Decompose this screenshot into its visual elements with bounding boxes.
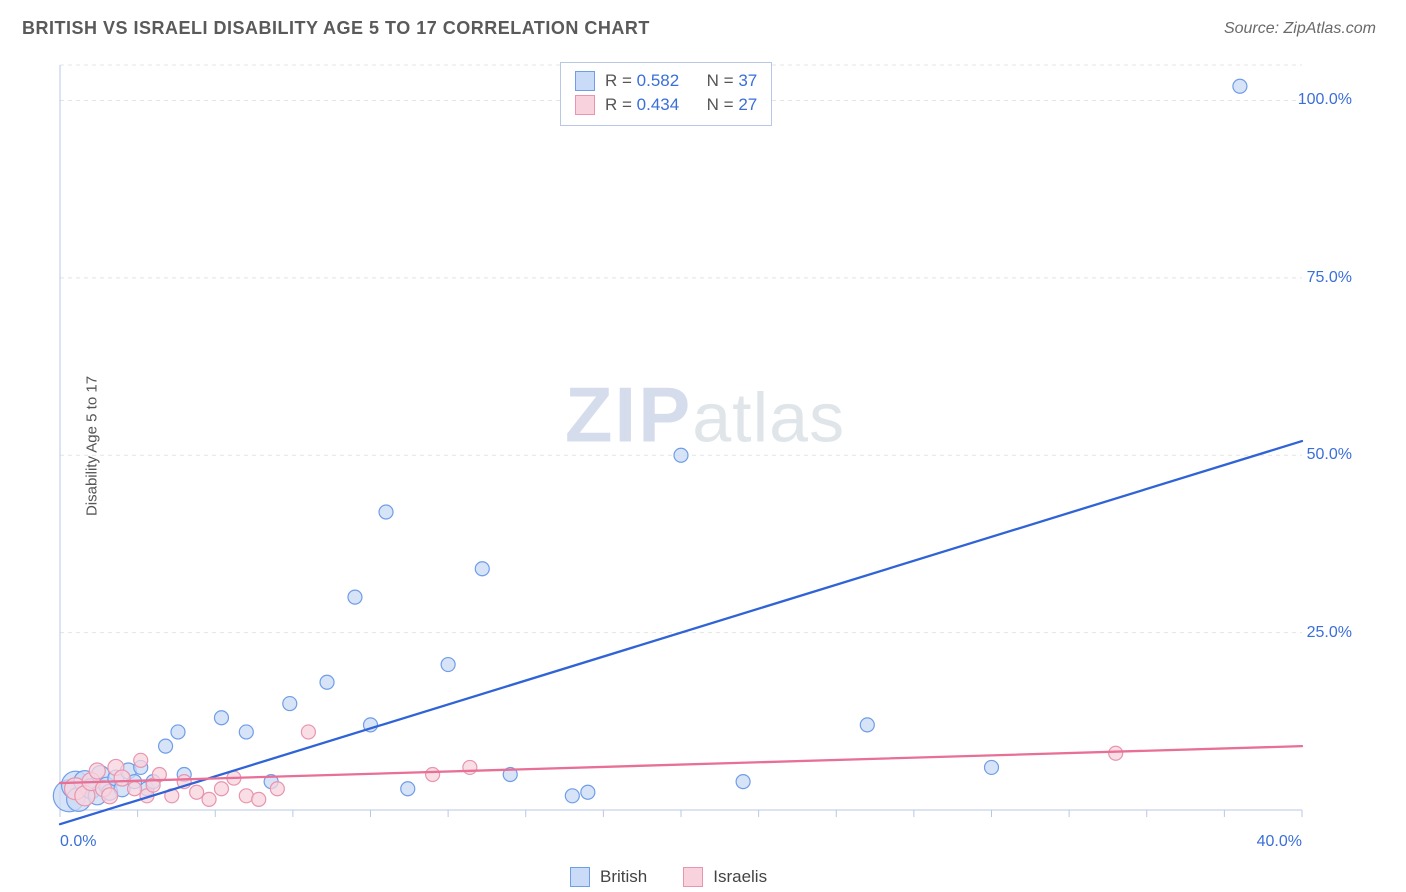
- legend-n: 27: [738, 95, 757, 114]
- swatch-icon: [575, 71, 595, 91]
- legend-label: Israelis: [713, 867, 767, 887]
- source-label: Source: ZipAtlas.com: [1224, 20, 1376, 38]
- legend-r: 0.582: [637, 71, 680, 90]
- y-tick-label: 100.0%: [1298, 91, 1352, 109]
- legend-stat: R = 0.582 N = 37: [605, 71, 757, 91]
- chart-title: BRITISH VS ISRAELI DISABILITY AGE 5 TO 1…: [22, 18, 650, 39]
- swatch-icon: [575, 95, 595, 115]
- chart-plot-area: ZIPatlas 25.0%50.0%75.0%100.0%0.0%40.0%: [50, 55, 1360, 855]
- legend-row-israelis: R = 0.434 N = 27: [575, 93, 757, 117]
- x-tick-label: 40.0%: [1257, 833, 1302, 851]
- y-tick-label: 75.0%: [1307, 269, 1352, 287]
- legend-row-british: R = 0.582 N = 37: [575, 69, 757, 93]
- swatch-icon: [570, 867, 590, 887]
- y-tick-label: 50.0%: [1307, 446, 1352, 464]
- legend-item-israelis: Israelis: [683, 867, 767, 887]
- legend-r: 0.434: [637, 95, 680, 114]
- legend-item-british: British: [570, 867, 647, 887]
- x-tick-label: 0.0%: [60, 833, 96, 851]
- legend-correlation: R = 0.582 N = 37 R = 0.434 N = 27: [560, 62, 772, 126]
- y-tick-label: 25.0%: [1307, 624, 1352, 642]
- legend-stat: R = 0.434 N = 27: [605, 95, 757, 115]
- legend-label: British: [600, 867, 647, 887]
- legend-series: British Israelis: [570, 867, 767, 887]
- swatch-icon: [683, 867, 703, 887]
- legend-n: 37: [738, 71, 757, 90]
- chart-svg: [50, 55, 1360, 855]
